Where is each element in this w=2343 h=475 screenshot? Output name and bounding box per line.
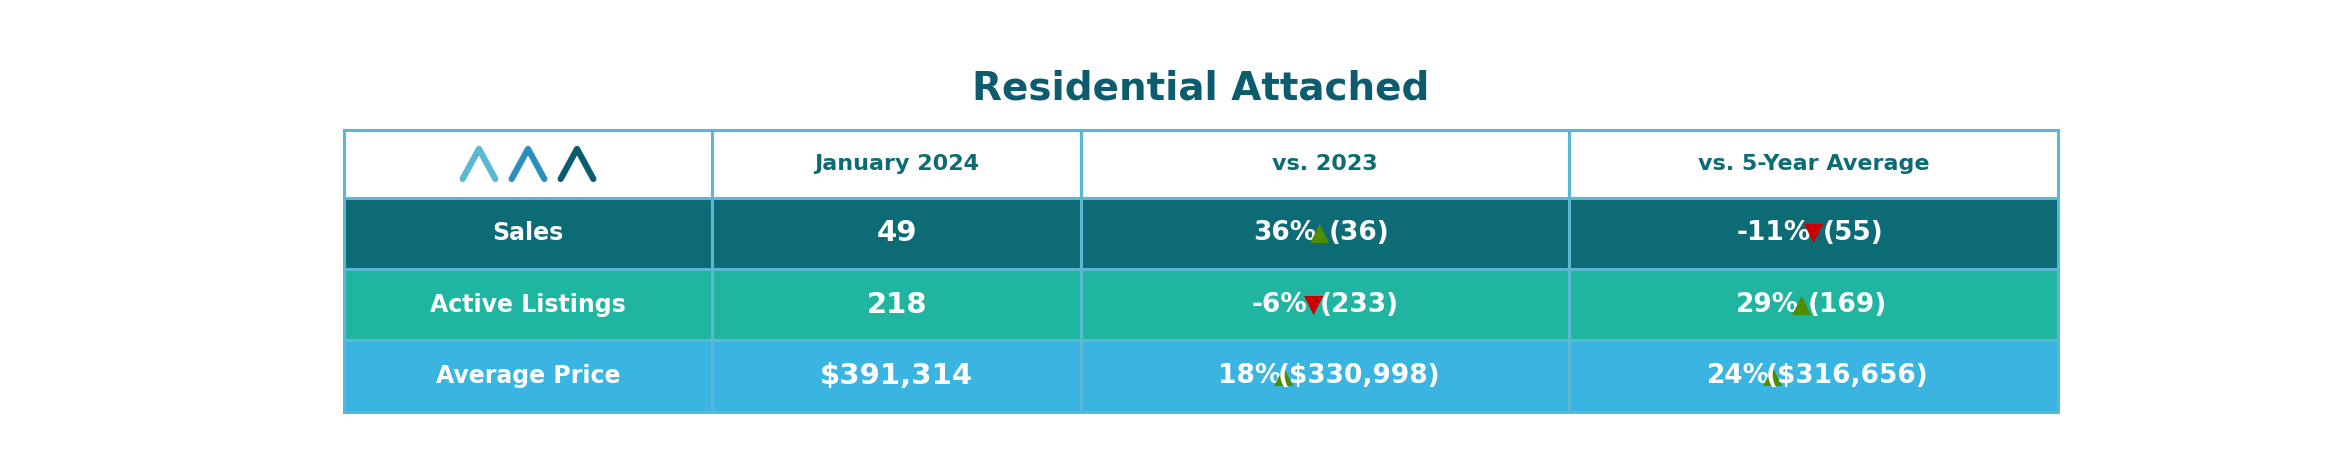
Text: 18%: 18% [1218,363,1282,389]
Text: (233): (233) [1319,292,1399,318]
Text: vs. 2023: vs. 2023 [1272,154,1378,174]
Text: (36): (36) [1328,220,1389,247]
Text: ▲: ▲ [1792,293,1811,317]
Bar [1570,341,2057,412]
Text: 36%: 36% [1254,220,1317,247]
Text: ▲: ▲ [1275,364,1293,388]
Text: 29%: 29% [1736,292,1799,318]
Bar [344,341,712,412]
Bar [1570,130,2057,198]
Bar [712,269,1080,341]
Bar [344,198,712,269]
Bar [1570,269,2057,341]
Bar [344,130,712,198]
Text: ▲: ▲ [1310,221,1328,246]
Text: Sales: Sales [492,221,565,246]
Bar [1080,130,1570,198]
Text: ($316,656): ($316,656) [1767,363,1928,389]
Bar [712,198,1080,269]
Text: -6%: -6% [1251,292,1307,318]
Text: 218: 218 [867,291,928,319]
Text: 24%: 24% [1706,363,1769,389]
Text: vs. 5-Year Average: vs. 5-Year Average [1699,154,1928,174]
Text: ▲: ▲ [1762,364,1783,388]
Text: Residential Attached: Residential Attached [972,69,1429,107]
Text: January 2024: January 2024 [813,154,979,174]
Bar [344,269,712,341]
Text: Active Listings: Active Listings [431,293,626,317]
Text: ▼: ▼ [1303,293,1324,317]
Bar [1080,269,1570,341]
Text: 49: 49 [876,219,916,247]
Text: ▼: ▼ [1804,221,1823,246]
Text: $391,314: $391,314 [820,362,972,390]
Bar [1080,198,1570,269]
Text: -11%: -11% [1736,220,1811,247]
Bar [712,130,1080,198]
Text: ($330,998): ($330,998) [1277,363,1441,389]
Bar [1080,341,1570,412]
Bar [712,341,1080,412]
Text: Average Price: Average Price [436,364,621,388]
Bar [1570,198,2057,269]
Text: (55): (55) [1823,220,1884,247]
Text: (169): (169) [1809,292,1886,318]
